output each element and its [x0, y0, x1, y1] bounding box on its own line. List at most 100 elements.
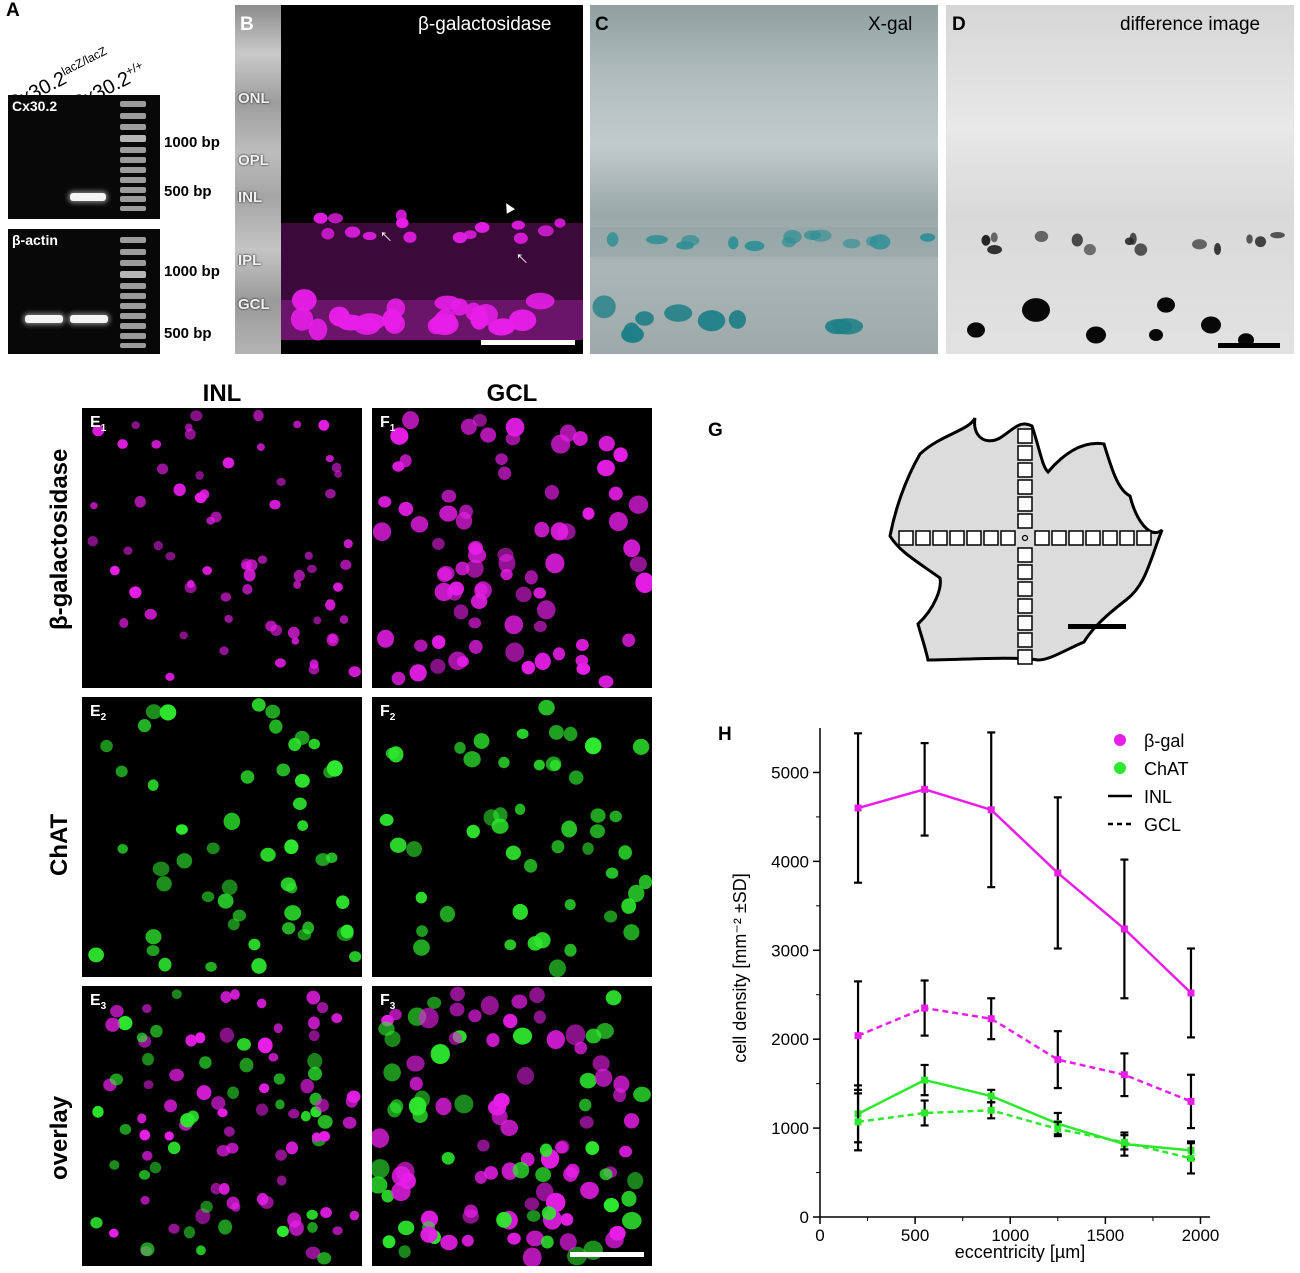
labeled-cell [603, 1198, 619, 1213]
labeled-cell [318, 419, 330, 431]
gel-band [70, 315, 108, 323]
labeled-cell [308, 1066, 323, 1081]
labeled-cell [551, 840, 565, 854]
labeled-cell [505, 845, 521, 861]
gcl-cell [355, 313, 386, 331]
retina-outline [888, 417, 1164, 662]
cell-field [379, 699, 652, 977]
data-point [1187, 1154, 1195, 1162]
labeled-cell [618, 845, 632, 860]
lane-label-1-genotype: lacZ/lacZ [59, 43, 110, 79]
labeled-cell [308, 1030, 320, 1042]
labeled-cell [205, 961, 217, 972]
labeled-cell [416, 925, 428, 937]
sampling-square [1017, 445, 1033, 461]
labeled-cell [498, 756, 510, 769]
labeled-cell [512, 903, 528, 920]
labeled-cell [302, 921, 315, 935]
labeled-cell [288, 737, 302, 752]
row-title-overlay: overlay [46, 1095, 73, 1180]
gcl-cell [308, 318, 328, 341]
labeled-cell [241, 561, 252, 570]
labeled-cell [597, 459, 615, 477]
labeled-cell [300, 1110, 311, 1122]
labeled-cell [415, 891, 428, 904]
labeled-cell [585, 1141, 600, 1156]
x-tick-label: 1000 [991, 1226, 1029, 1245]
labeled-cell [216, 1145, 231, 1157]
labeled-cell [186, 1110, 199, 1123]
gcl-cell [430, 313, 459, 336]
labeled-cell [623, 924, 640, 941]
labeled-cell [455, 511, 473, 530]
labeled-cell [448, 1031, 463, 1046]
difference-spot [1129, 232, 1137, 245]
labeled-cell [594, 1068, 613, 1087]
labeled-cell [227, 1086, 240, 1099]
labeled-cell [306, 990, 321, 1005]
inl-cell [327, 213, 343, 224]
panel-c-xgal-stain [590, 227, 938, 343]
sampling-square [1017, 649, 1033, 665]
labeled-cell [477, 1139, 490, 1152]
labeled-cell [211, 1096, 226, 1110]
labeled-cell [559, 1233, 577, 1251]
labeled-cell [260, 847, 276, 862]
gcl-cell [290, 307, 314, 331]
panel-label-a: A [6, 0, 20, 21]
labeled-cell [382, 1235, 396, 1249]
inl-cell [463, 230, 477, 240]
labeled-cell [604, 910, 618, 923]
labeled-cell [210, 1182, 222, 1195]
gel-cx30-2-title: Cx30.2 [12, 98, 58, 114]
labeled-cell [256, 443, 265, 451]
gel-cx30-2: Cx30.2 [8, 95, 160, 219]
panel-label-g: G [708, 420, 723, 441]
labeled-cell [134, 495, 146, 508]
inl-cell [313, 212, 328, 224]
labeled-cell [628, 495, 649, 514]
sampling-square [1017, 581, 1033, 597]
labeled-cell [145, 929, 162, 945]
panel-d-difference [967, 230, 1285, 347]
labeled-cell [136, 1032, 148, 1043]
layer-label-ipl: IPL [238, 252, 262, 269]
labeled-cell [511, 994, 528, 1009]
labeled-cell [165, 551, 176, 561]
labeled-cell [467, 547, 487, 564]
labeled-cell [486, 1033, 500, 1048]
xgal-stain-spot [781, 236, 796, 248]
labeled-cell [621, 1211, 642, 1230]
labeled-cell [145, 704, 162, 720]
labeled-cell [220, 991, 232, 1004]
xgal-stain-spot [592, 295, 616, 319]
labeled-cell [339, 615, 349, 624]
labeled-cell [497, 547, 514, 562]
labeled-cell [202, 566, 213, 575]
labeled-cell [449, 1002, 465, 1017]
labeled-cell [533, 1010, 546, 1024]
data-point [921, 1004, 929, 1012]
labeled-cell [308, 738, 321, 750]
labeled-cell [563, 1166, 578, 1182]
labeled-cell [196, 1245, 206, 1256]
labeled-cell [406, 1055, 425, 1072]
panel-e3: E3 [82, 986, 362, 1266]
data-point [987, 1106, 995, 1114]
labeled-cell [378, 1021, 395, 1036]
series-line [857, 1109, 1192, 1160]
gel-beta-actin: β-actin [8, 229, 160, 354]
labeled-cell [496, 1211, 512, 1228]
labeled-cell [221, 879, 238, 896]
labeled-cell [259, 1083, 270, 1094]
labeled-cell [346, 1090, 361, 1103]
labeled-cell [398, 1245, 411, 1259]
data-point [1120, 1071, 1128, 1079]
labeled-cell [108, 1228, 119, 1238]
sampling-square [1000, 530, 1016, 546]
labeled-cell [410, 516, 429, 533]
labeled-cell [437, 565, 455, 581]
x-tick-label: 1500 [1086, 1226, 1124, 1245]
inl-cell [537, 225, 554, 237]
labeled-cell [219, 1027, 235, 1043]
